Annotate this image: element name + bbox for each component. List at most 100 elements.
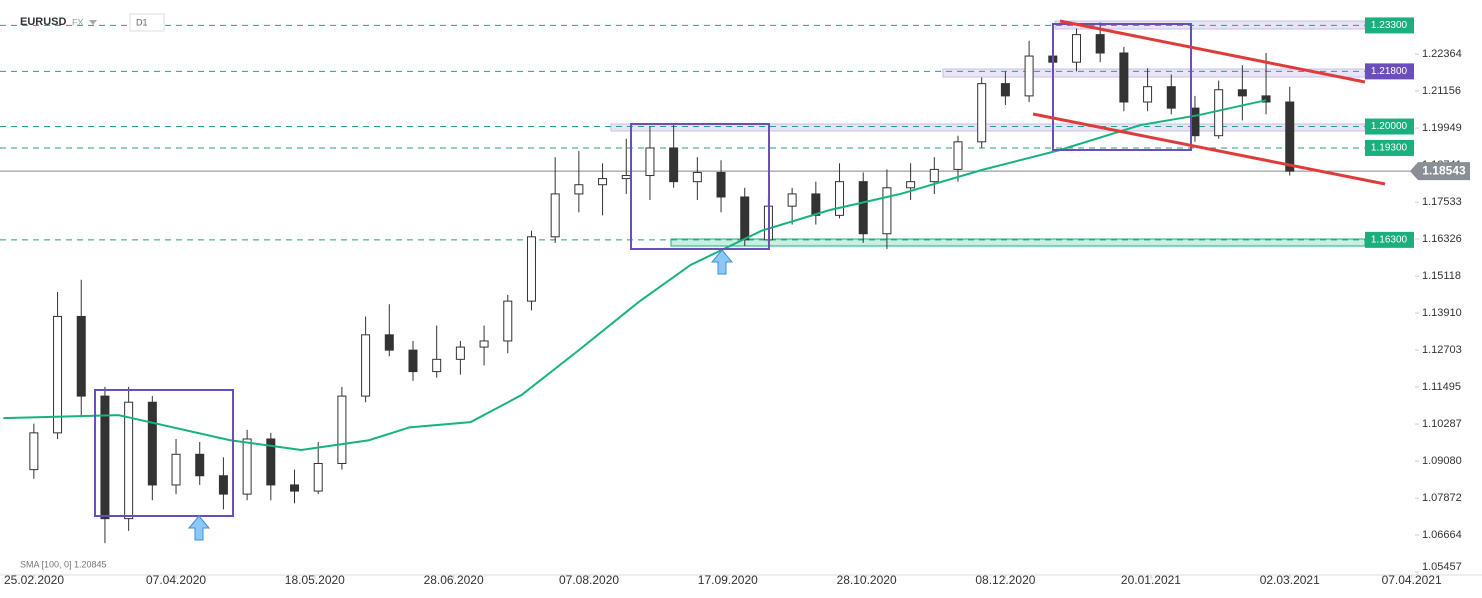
- level-tag: [1365, 17, 1414, 34]
- candle-body: [313, 462, 323, 492]
- candle-body: [218, 475, 228, 495]
- candle-body: [29, 432, 39, 471]
- candle-body: [787, 193, 797, 207]
- candle-body: [1214, 89, 1224, 137]
- dropdown[interactable]: [89, 20, 97, 25]
- symbol: EURUSD: [20, 16, 67, 28]
- y-tick-label: 1.11495: [1422, 381, 1461, 393]
- candle-body: [1190, 107, 1200, 137]
- y-tick-label: 1.15118: [1422, 270, 1461, 282]
- level-label: 1.23300: [1371, 20, 1408, 31]
- level-tag: [1365, 118, 1414, 135]
- y-tick-label: 1.06664: [1422, 529, 1462, 541]
- y-tick-label: 1.09080: [1422, 455, 1462, 467]
- candle-body: [76, 315, 86, 397]
- zone: [610, 123, 1366, 132]
- price-tag: [1410, 162, 1470, 181]
- candle-body: [858, 181, 868, 235]
- candle-body: [147, 401, 157, 486]
- level-label: 1.16300: [1371, 235, 1408, 246]
- candle-body: [1166, 86, 1176, 109]
- interval: D1: [136, 17, 148, 27]
- candle-body: [266, 438, 276, 486]
- market: FX: [72, 17, 84, 27]
- candle-body: [337, 395, 347, 464]
- y-tick-label: 1.10287: [1422, 418, 1462, 430]
- candle-body: [1119, 52, 1129, 103]
- candle-body: [598, 178, 608, 186]
- candle-body: [645, 147, 655, 177]
- candle-body: [1095, 34, 1105, 54]
- candle-body: [361, 334, 371, 397]
- level-label: 1.20000: [1371, 121, 1408, 132]
- y-tick-label: 1.19949: [1422, 122, 1462, 134]
- candle-body: [574, 184, 584, 195]
- candle-body: [1000, 83, 1010, 97]
- candle-body: [171, 453, 181, 486]
- candle-body: [384, 334, 394, 351]
- levels: [0, 24, 1365, 241]
- candle-body: [1237, 89, 1247, 97]
- candle-body: [242, 438, 252, 495]
- level-tag: [1365, 139, 1414, 156]
- candle-body: [455, 346, 465, 360]
- candle-body: [124, 401, 134, 520]
- candle-body: [977, 83, 987, 143]
- candle-body: [1071, 34, 1081, 63]
- x-tick-label: 20.01.2021: [1121, 573, 1181, 587]
- price-axis: [1415, 0, 1482, 575]
- x-tick-label: 25.02.2020: [4, 573, 64, 587]
- x-tick-label: 02.03.2021: [1260, 573, 1320, 587]
- level-tag: [1365, 231, 1414, 248]
- y-tick-label: 1.16326: [1422, 233, 1462, 245]
- x-tick-label: 07.08.2020: [559, 573, 619, 587]
- candle-body: [692, 171, 702, 183]
- level-label: 1.21800: [1371, 66, 1408, 77]
- candle-body: [835, 181, 845, 216]
- x-tick-label: 07.04.2021: [1382, 573, 1442, 587]
- x-tick-label: 28.10.2020: [837, 573, 897, 587]
- candle-body: [550, 193, 560, 238]
- sma-line: [3, 99, 1267, 452]
- y-tick-label: 1.13910: [1422, 307, 1462, 319]
- x-tick-label: 28.06.2020: [424, 573, 484, 587]
- candle-body: [408, 349, 418, 373]
- y-tick-label: 1.21156: [1422, 85, 1461, 97]
- y-tick-label: 1.05457: [1422, 561, 1462, 573]
- x-tick-label: 17.09.2020: [698, 573, 758, 587]
- candle-body: [740, 196, 750, 241]
- candle-body: [1143, 86, 1153, 103]
- candle-body: [1261, 95, 1271, 103]
- candle-body: [811, 193, 821, 216]
- candle-body: [929, 168, 939, 183]
- boxes: [94, 23, 1192, 517]
- y-tick-label: 1.17533: [1422, 196, 1462, 208]
- candle-body: [716, 171, 726, 198]
- x-tick-label: 18.05.2020: [285, 573, 345, 587]
- x-tick-label: 08.12.2020: [975, 573, 1035, 587]
- candle-body: [432, 358, 442, 373]
- candle-body: [1285, 101, 1295, 172]
- candle-body: [669, 147, 679, 183]
- last-price-label: 1.18543: [1422, 163, 1466, 177]
- candle-body: [526, 236, 536, 302]
- level-label: 1.19300: [1371, 143, 1408, 154]
- candle-body: [621, 175, 631, 180]
- trend-lines: [1032, 19, 1386, 186]
- candle-body: [53, 315, 63, 434]
- candle-body: [290, 484, 300, 492]
- candle-body: [100, 395, 110, 520]
- candle-body: [503, 300, 513, 342]
- arrows: [187, 249, 734, 541]
- candle-body: [882, 187, 892, 235]
- candle-body: [479, 340, 489, 348]
- candle-body: [906, 181, 916, 189]
- interval-box[interactable]: [129, 13, 165, 32]
- y-tick-label: 1.07872: [1422, 492, 1462, 504]
- y-tick-label: 1.22364: [1422, 48, 1462, 60]
- axes: 1.23300 1.21800 1.20000 1.19300 1.16300 1.223…: [0, 17, 1482, 587]
- indicator-label: SMA [100, 0] 1.20845: [20, 559, 107, 569]
- y-tick-label: 1.12703: [1422, 344, 1462, 356]
- level-tag: [1365, 63, 1414, 80]
